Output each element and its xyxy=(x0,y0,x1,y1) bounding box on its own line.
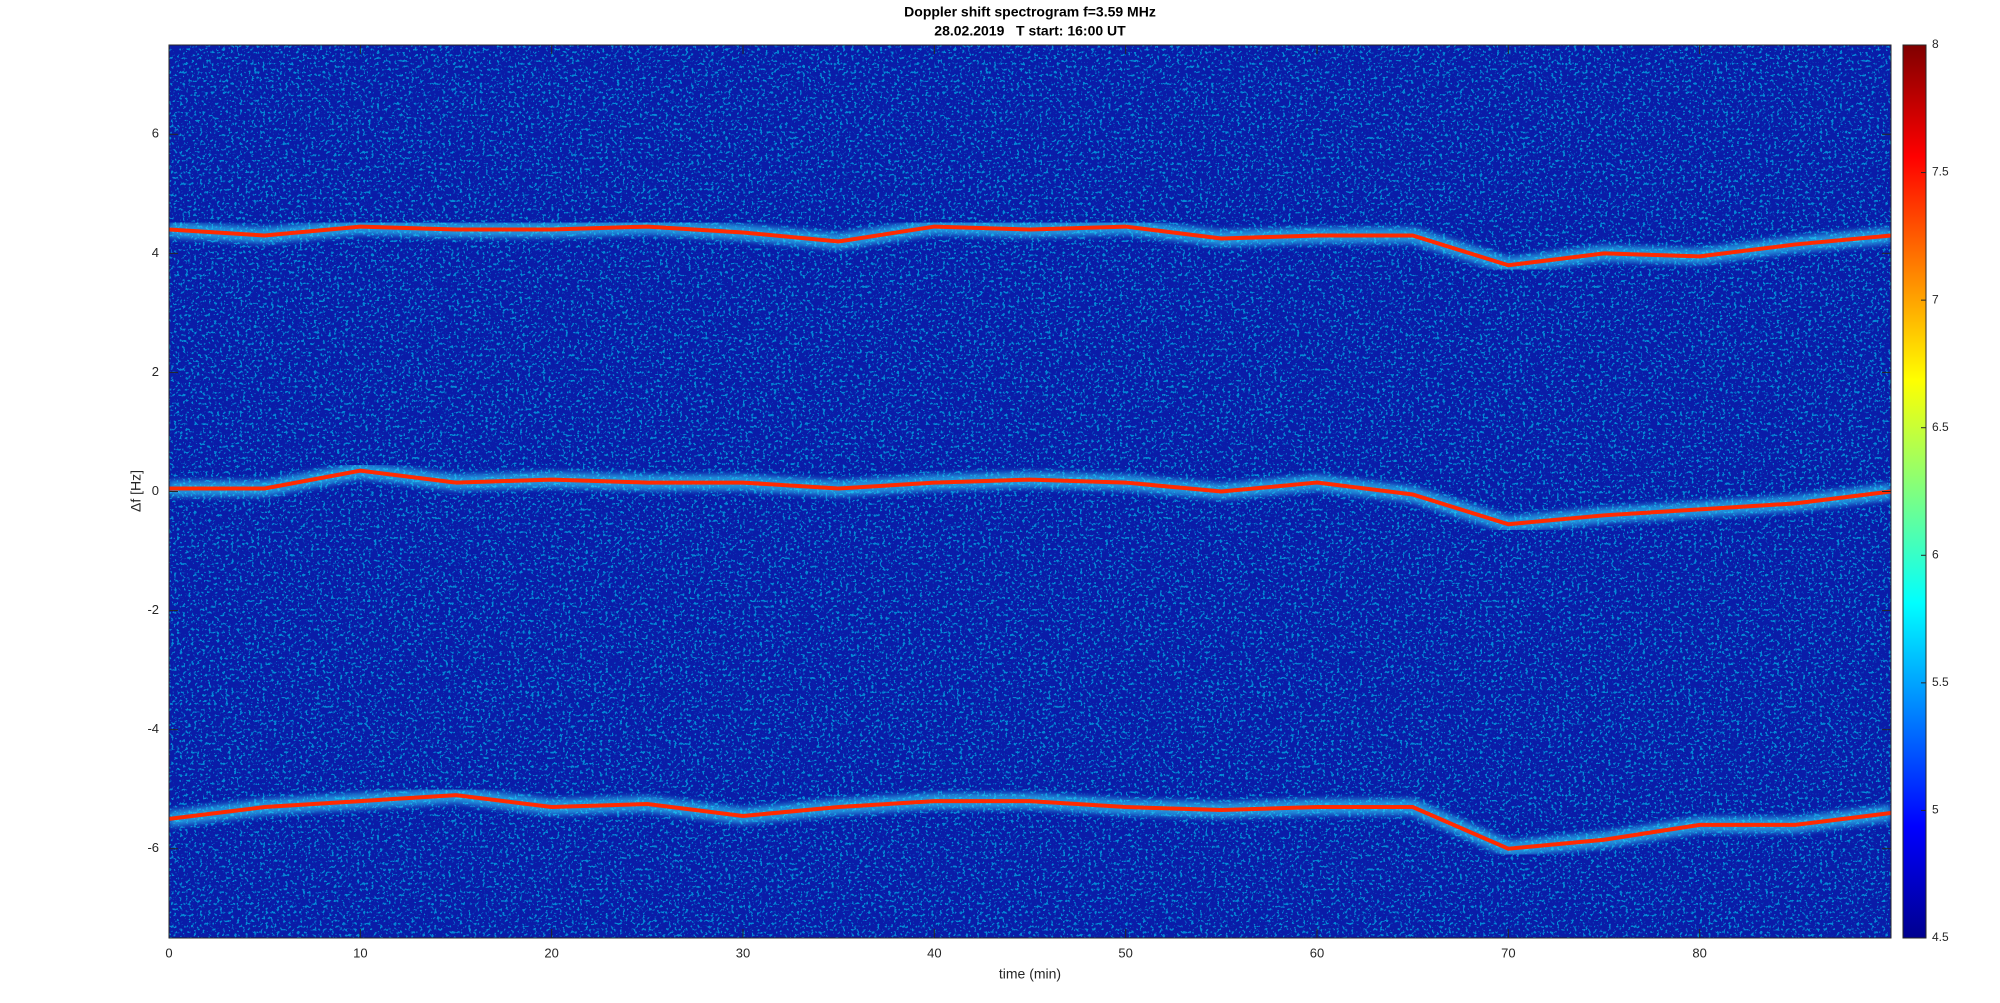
x-tick-label: 10 xyxy=(353,945,367,960)
colorbar-tick-label: 6.5 xyxy=(1932,420,1949,434)
y-tick-label: -2 xyxy=(147,602,159,617)
traces xyxy=(169,218,1891,857)
y-tick-label: -6 xyxy=(147,840,159,855)
x-tick-label: 80 xyxy=(1692,945,1706,960)
x-tick-label: 0 xyxy=(165,945,172,960)
x-axis-label: time (min) xyxy=(999,966,1061,982)
x-tick-label: 60 xyxy=(1310,945,1324,960)
trace xyxy=(169,468,1891,527)
y-axis-label: Δf [Hz] xyxy=(128,470,144,512)
y-tick-label: -4 xyxy=(147,721,159,736)
x-tick-label: 70 xyxy=(1501,945,1515,960)
colorbar-tick-label: 6 xyxy=(1932,547,1939,561)
y-tick-label: 0 xyxy=(152,483,159,498)
x-tick-label: 20 xyxy=(544,945,558,960)
colorbar-tick-label: 8 xyxy=(1932,37,1939,51)
colorbar-tick-label: 7.5 xyxy=(1932,165,1949,179)
colorbar-tick-label: 5.5 xyxy=(1932,675,1949,689)
y-tick-label: 2 xyxy=(152,364,159,379)
chart-subtitle: 28.02.2019 T start: 16:00 UT xyxy=(934,23,1126,39)
colorbar xyxy=(1902,44,1927,939)
trace xyxy=(169,793,1891,851)
y-tick-label: 4 xyxy=(152,245,159,260)
colorbar-tick-label: 5 xyxy=(1932,803,1939,817)
x-tick-label: 40 xyxy=(927,945,941,960)
trace xyxy=(169,224,1891,268)
colorbar-tick-label: 7 xyxy=(1932,292,1939,306)
y-tick-label: 6 xyxy=(152,126,159,141)
x-tick-label: 50 xyxy=(1118,945,1132,960)
x-tick-label: 30 xyxy=(736,945,750,960)
colorbar-tick-label: 4.5 xyxy=(1932,930,1949,944)
chart-title: Doppler shift spectrogram f=3.59 MHz xyxy=(904,4,1156,20)
